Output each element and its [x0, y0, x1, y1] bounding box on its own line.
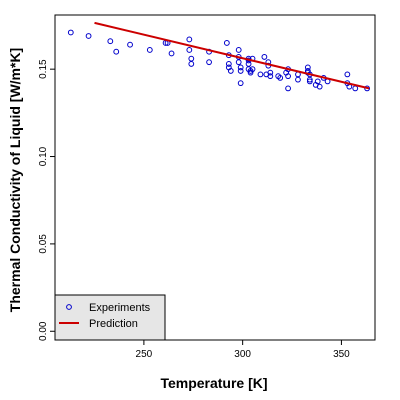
experiment-point	[188, 55, 195, 62]
experiment-point	[295, 76, 301, 83]
experiment-point	[352, 85, 359, 92]
experiment-point	[267, 69, 274, 76]
legend-label: Prediction	[89, 318, 138, 330]
experiment-point	[67, 29, 74, 36]
plot-frame	[54, 14, 376, 341]
experiment-point	[206, 59, 212, 66]
experiment-point	[306, 78, 313, 85]
experiment-point	[146, 47, 153, 53]
x-axis-title: Temperature [K]	[160, 375, 267, 391]
y-tick-label: 0.10	[38, 146, 49, 166]
experiment-point	[223, 40, 230, 46]
experiment-point	[285, 85, 291, 92]
legend: Experiments Prediction	[54, 294, 166, 341]
experiment-point	[261, 54, 268, 60]
y-tick-label: 0.00	[38, 321, 49, 341]
experiment-point	[316, 83, 323, 90]
experiment-point	[127, 41, 133, 48]
x-tick-label: 250	[136, 349, 153, 360]
experiment-point	[245, 61, 252, 67]
experiment-point	[186, 36, 193, 43]
experiment-point	[168, 50, 175, 57]
legend-marker-experiments	[66, 304, 72, 310]
experiment-point	[237, 64, 244, 71]
experiment-point	[225, 61, 232, 67]
experiment-point	[344, 71, 351, 78]
experiment-point	[107, 38, 114, 45]
y-axis-title: Thermal Conductivity of Liquid [W/m*K]	[7, 48, 23, 312]
experiment-point	[277, 75, 284, 81]
prediction-line	[94, 21, 370, 90]
experiment-point	[237, 80, 244, 87]
experiment-point	[306, 76, 313, 83]
legend-box	[54, 294, 166, 341]
experiment-point	[113, 48, 120, 55]
experiment-point	[85, 33, 92, 39]
experiment-point	[364, 85, 370, 92]
experiment-point	[314, 78, 321, 85]
y-tick-label: 0.15	[38, 59, 49, 79]
experiment-point	[186, 47, 193, 53]
experiment-point	[257, 71, 264, 78]
x-tick-label: 350	[333, 349, 350, 360]
experiment-point	[249, 66, 256, 73]
axes: 250 300 350 0.00 0.05 0.10 0.15	[38, 14, 376, 360]
legend-label: Experiments	[89, 302, 151, 314]
experiment-point	[235, 59, 242, 66]
experiment-point	[267, 73, 274, 80]
experiment-point	[285, 73, 291, 80]
experiment-point	[227, 68, 234, 74]
x-tick-label: 300	[234, 349, 251, 360]
experiment-point	[235, 47, 242, 53]
plot-area	[67, 21, 370, 92]
experiment-point	[237, 68, 244, 74]
experiment-point	[188, 61, 195, 67]
y-tick-label: 0.05	[38, 234, 49, 254]
